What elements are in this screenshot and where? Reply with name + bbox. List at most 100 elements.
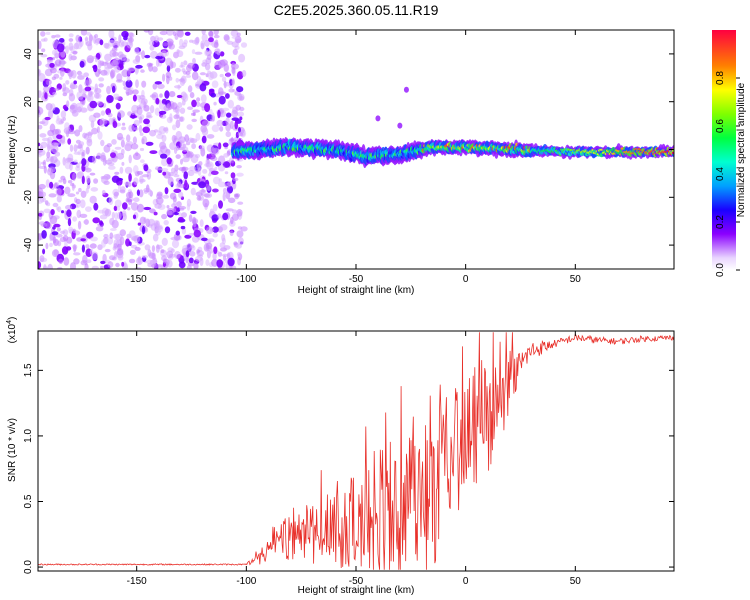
- spectrogram-noise-blob: [231, 66, 236, 74]
- spectrogram-noise-blob: [143, 118, 150, 125]
- spectrogram-noise-blob: [143, 164, 149, 172]
- spectrogram-noise-blob: [178, 191, 184, 199]
- spectrogram-noise-blob: [68, 33, 74, 38]
- spectrogram-noise-blob: [140, 159, 145, 164]
- spectrogram-noise-blob: [100, 139, 105, 147]
- spectrogram-noise-blob: [171, 239, 180, 249]
- spectrogram-noise-blob: [50, 156, 58, 164]
- spectrogram-noise-blob: [74, 129, 81, 137]
- spectrogram-noise-blob: [149, 150, 158, 155]
- spectrogram-noise-blob: [134, 67, 139, 75]
- spectrogram-noise-blob: [38, 183, 46, 190]
- spectrogram-noise-blob: [52, 202, 59, 208]
- spectrogram-noise-blob: [45, 242, 49, 250]
- spectrogram-noise-blob: [77, 150, 82, 156]
- spectrogram-noise-blob: [72, 244, 78, 250]
- spectrogram-noise-blob: [118, 34, 122, 44]
- spectrogram-noise-blob: [85, 244, 90, 249]
- spectrogram-noise-blob: [99, 39, 104, 46]
- spectrogram-noise-blob: [161, 134, 167, 143]
- spectrogram-noise-blob: [122, 122, 126, 126]
- spectrogram-noise-blob: [84, 80, 91, 87]
- spectrogram-noise-blob: [223, 81, 231, 87]
- spectrogram-noise-blob: [93, 202, 99, 211]
- spectrogram-noise-blob: [178, 205, 187, 210]
- spectrogram-noise-blob: [124, 32, 129, 38]
- spectrogram-noise-blob: [156, 224, 164, 233]
- spectrogram-noise-blob: [216, 119, 224, 127]
- spectrogram-noise-blob: [133, 177, 139, 186]
- spectrogram-noise-blob: [197, 167, 202, 176]
- spectrogram-noise-blob: [136, 51, 142, 56]
- spectrogram-noise-blob: [201, 120, 210, 127]
- spectrogram-noise-blob: [173, 188, 182, 193]
- spectrogram-noise-blob: [192, 57, 196, 65]
- spectrogram-noise-blob: [185, 74, 192, 78]
- spectrogram-noise-blob: [161, 168, 169, 172]
- spectrogram-noise-blob: [65, 157, 74, 162]
- spectrogram-noise-blob: [114, 171, 120, 175]
- spectrogram-noise-blob: [132, 89, 139, 95]
- spectrogram-noise-blob: [154, 35, 160, 43]
- spectrogram-noise-blob: [196, 195, 202, 201]
- spectrogram-noise-blob: [38, 90, 41, 98]
- spectrogram-noise-blob: [139, 216, 146, 225]
- spectrogram-noise-blob: [70, 262, 76, 269]
- spectrogram-noise-blob: [60, 110, 67, 119]
- spectrogram-noise-blob: [116, 73, 123, 82]
- spectrogram-noise-blob: [63, 235, 69, 242]
- spectrogram-noise-blob: [145, 115, 153, 119]
- spectrogram-noise-blob: [56, 195, 62, 203]
- spectrogram-noise-blob: [158, 110, 167, 115]
- spectrogram-noise-blob: [67, 218, 72, 227]
- spectrogram-noise-blob: [84, 86, 92, 92]
- spectrogram-noise-blob: [190, 210, 197, 214]
- spectrogram-noise-blob: [232, 213, 239, 221]
- spectrogram-noise-blob: [211, 214, 219, 222]
- spectrogram-noise-blob: [64, 122, 70, 131]
- spectrogram-noise-blob: [206, 134, 215, 139]
- spectrogram-y-tick-label: 20: [23, 96, 34, 108]
- spectrogram-noise-blob: [86, 138, 93, 147]
- spectrogram-noise-blob: [213, 30, 219, 36]
- spectrogram-noise-blob: [65, 45, 69, 54]
- spectrogram-noise-blob: [136, 257, 143, 266]
- spectrogram-noise-blob: [89, 243, 97, 249]
- spectrogram-noise-blob: [85, 132, 94, 136]
- spectrogram-noise-blob: [186, 124, 193, 130]
- spectrogram-noise-blob: [166, 250, 174, 259]
- spectrogram-noise-blob: [54, 34, 61, 38]
- colorbar-tick-label: 0.8: [715, 71, 726, 85]
- spectrogram-noise-blob: [164, 226, 171, 234]
- spectrogram-noise-blob: [189, 244, 195, 249]
- spectrogram-noise-blob: [161, 50, 168, 58]
- figure-title: C2E5.2025.360.05.11.R19: [274, 2, 439, 18]
- spectrogram-noise-blob: [157, 83, 165, 89]
- spectrogram-y-tick-label: -20: [23, 190, 34, 205]
- spectrogram-noise-blob: [205, 73, 209, 78]
- spectrogram-noise-blob: [139, 132, 144, 136]
- spectrogram-noise-blob: [52, 215, 60, 220]
- spectrogram-noise-blob: [42, 159, 47, 168]
- spectrogram-noise-blob: [132, 59, 140, 64]
- spectrogram-noise-blob: [164, 90, 170, 99]
- spectrogram-noise-blob: [68, 38, 74, 42]
- spectrogram-noise-blob: [191, 143, 197, 150]
- spectrogram-noise-blob: [177, 216, 184, 222]
- spectrogram-noise-blob: [175, 230, 180, 236]
- spectrogram-noise-blob: [230, 159, 234, 164]
- spectrogram-noise-blob: [72, 172, 76, 182]
- spectrogram-noise-blob: [186, 203, 191, 211]
- spectrogram-noise-blob: [149, 94, 157, 98]
- spectrogram-noise-blob: [72, 228, 77, 234]
- spectrogram-noise-blob: [101, 175, 109, 184]
- spectrogram-noise-blob: [72, 50, 78, 55]
- spectrogram-noise-blob: [42, 86, 51, 92]
- spectrogram-noise-blob: [126, 40, 134, 49]
- spectrogram-noise-blob: [216, 259, 223, 268]
- spectrogram-noise-blob: [173, 212, 179, 216]
- spectrogram-noise-blob: [151, 66, 158, 73]
- spectrogram-noise-blob: [151, 245, 155, 253]
- spectrogram-noise-blob: [133, 165, 139, 174]
- spectrogram-noise-blob: [62, 156, 66, 166]
